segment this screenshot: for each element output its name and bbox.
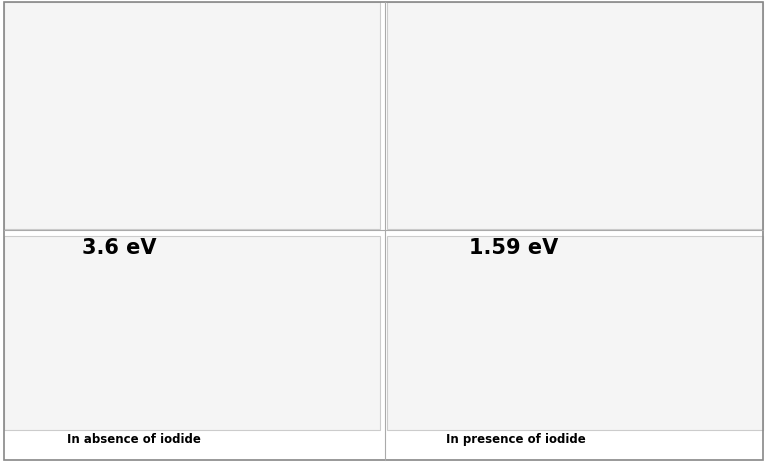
FancyBboxPatch shape — [4, 236, 380, 430]
FancyBboxPatch shape — [387, 2, 763, 229]
Text: In absence of iodide: In absence of iodide — [67, 433, 201, 446]
Text: In presence of iodide: In presence of iodide — [446, 433, 585, 446]
FancyBboxPatch shape — [387, 236, 763, 430]
Text: 3.6 eV: 3.6 eV — [81, 238, 156, 258]
Text: 1.59 eV: 1.59 eV — [469, 238, 558, 258]
FancyBboxPatch shape — [4, 2, 380, 229]
